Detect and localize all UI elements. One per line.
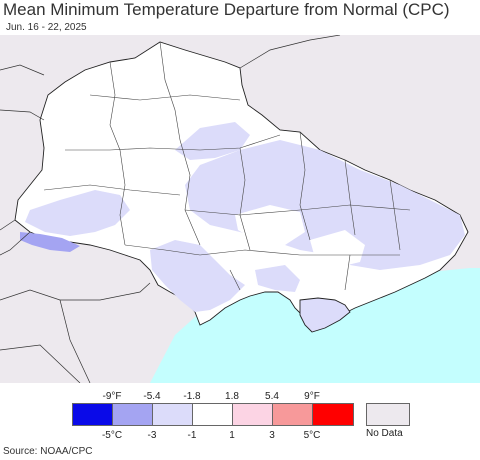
oblast-boundaries [43, 41, 411, 291]
legend-f-tick: 9°F [304, 391, 320, 402]
no-data-label: No Data [366, 428, 403, 439]
near-normal-areas [235, 205, 365, 268]
legend-swatch [153, 404, 193, 425]
legend-f-tick: 5.4 [265, 391, 279, 402]
legend-c-tick: -3 [147, 430, 157, 441]
legend-c-tick: 1 [229, 430, 235, 441]
legend-c-tick: -1 [187, 430, 197, 441]
legend-swatch [273, 404, 313, 425]
legend-swatch [73, 404, 113, 425]
legend-f-tick: 1.8 [225, 391, 239, 402]
temperature-map [0, 35, 480, 383]
crimea-region [299, 297, 351, 333]
country-borders [0, 35, 341, 383]
legend-f-tick: -5.4 [143, 391, 161, 402]
cool-anomaly-areas [25, 122, 465, 312]
cold-anomaly-area [20, 232, 80, 252]
legend-swatch [113, 404, 153, 425]
legend-swatch [313, 404, 353, 425]
legend-c-tick: 3 [269, 430, 275, 441]
map-subtitle: Jun. 16 - 22, 2025 [6, 22, 87, 33]
legend-c-tick: -5°C [101, 430, 123, 441]
source-credit: Source: NOAA/CPC [3, 446, 93, 457]
legend-swatch [233, 404, 273, 425]
legend-f-tick: -9°F [102, 391, 122, 402]
no-data-swatch [366, 403, 410, 426]
legend-f-tick: -1.8 [183, 391, 201, 402]
legend: -9°F -5.4 -1.8 1.8 5.4 9°F -5°C -3 -1 1 … [0, 385, 480, 445]
legend-c-tick: 5°C [303, 430, 321, 441]
legend-swatches [72, 403, 354, 426]
legend-swatch [193, 404, 233, 425]
map-title: Mean Minimum Temperature Departure from … [3, 0, 450, 19]
